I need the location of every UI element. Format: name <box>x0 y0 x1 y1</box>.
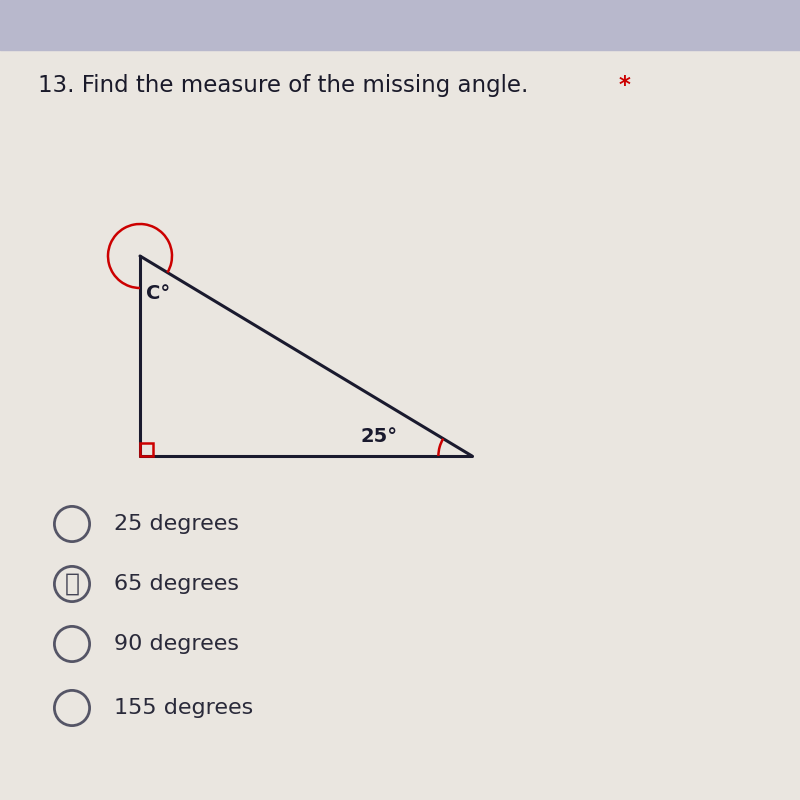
Text: 👆: 👆 <box>65 572 79 596</box>
Text: 90 degrees: 90 degrees <box>114 634 238 654</box>
Text: 25°: 25° <box>361 426 398 446</box>
Text: 155 degrees: 155 degrees <box>114 698 253 718</box>
Bar <box>0 0 800 50</box>
Text: 25 degrees: 25 degrees <box>114 514 238 534</box>
Bar <box>140 443 153 456</box>
Text: 65 degrees: 65 degrees <box>114 574 238 594</box>
Text: 13. Find the measure of the missing angle.: 13. Find the measure of the missing angl… <box>38 74 536 97</box>
Text: *: * <box>618 74 630 97</box>
Text: C°: C° <box>146 284 170 303</box>
